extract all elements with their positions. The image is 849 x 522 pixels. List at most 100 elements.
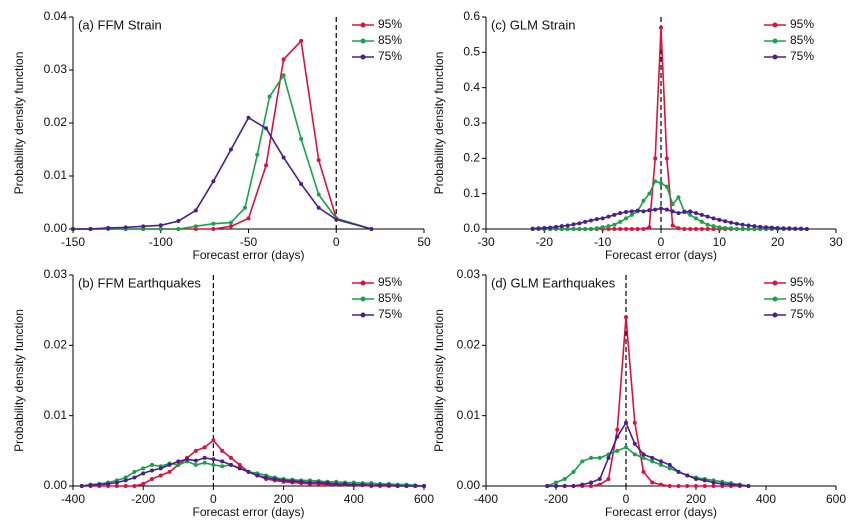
legend-marker [360, 280, 366, 286]
legend-marker [772, 38, 778, 44]
data-point [211, 179, 216, 184]
data-point [202, 460, 207, 465]
data-point [307, 480, 312, 485]
x-tick-label: 200 [274, 492, 294, 506]
data-point [641, 227, 646, 231]
data-point [720, 481, 725, 486]
y-axis-label: Probability density function [432, 52, 446, 195]
data-point [281, 57, 286, 62]
data-point [641, 469, 646, 474]
data-point [554, 224, 558, 229]
legend-marker [360, 38, 366, 44]
data-point [395, 484, 400, 488]
data-point [97, 482, 102, 487]
data-point [123, 475, 128, 480]
data-point [343, 481, 348, 486]
data-point [193, 458, 198, 463]
legend-marker [772, 22, 778, 28]
data-point [106, 225, 111, 230]
x-axis-label: Forecast error (days) [192, 505, 304, 519]
x-tick-label: -50 [240, 235, 258, 249]
data-point [702, 478, 707, 483]
data-point [141, 224, 146, 229]
data-point [571, 222, 576, 227]
data-point [647, 208, 652, 213]
data-point [167, 462, 172, 467]
data-point [589, 455, 593, 460]
data-point [334, 481, 339, 486]
data-point [246, 216, 251, 221]
data-point [562, 484, 567, 488]
data-point [729, 482, 733, 487]
y-tick-label: 0.0 [463, 221, 480, 235]
data-point [694, 211, 698, 216]
data-point [670, 223, 675, 228]
data-point [641, 455, 646, 460]
y-tick-label: 0.00 [457, 478, 481, 492]
data-point [583, 219, 588, 224]
data-point [641, 198, 646, 203]
data-point [255, 152, 260, 157]
y-tick-label: 0.5 [463, 45, 480, 59]
data-point [378, 483, 383, 488]
data-point [746, 484, 751, 488]
data-point [559, 224, 564, 229]
x-axis-label: Forecast error (days) [605, 505, 717, 519]
data-point [699, 227, 704, 231]
data-point [711, 216, 716, 221]
data-point [769, 225, 774, 230]
data-point [685, 484, 690, 488]
data-point [228, 147, 233, 152]
legend-label: 95% [378, 275, 402, 289]
data-point [577, 227, 582, 231]
x-tick-label: 600 [414, 492, 434, 506]
data-point [781, 226, 786, 231]
legend-label: 95% [790, 17, 814, 31]
data-point [804, 227, 809, 231]
data-point [114, 480, 119, 485]
data-point [667, 466, 672, 471]
data-point [615, 448, 620, 453]
data-point [246, 115, 251, 120]
data-point [688, 227, 693, 231]
data-point [193, 224, 198, 229]
panel: 0.00 0.01 0.02 0.03 0.04 -150 -100 -50 0 50 Foreca… [12, 9, 431, 262]
data-point [548, 225, 553, 230]
data-point [589, 484, 593, 488]
data-point [228, 455, 233, 460]
data-point [682, 210, 687, 215]
data-point [316, 480, 321, 485]
x-tick-label: 200 [686, 492, 706, 506]
data-point [281, 73, 286, 78]
data-point [659, 462, 663, 467]
legend-marker [360, 312, 366, 318]
series-line [73, 73, 372, 230]
data-point [290, 479, 295, 484]
x-tick-label: 0 [333, 235, 340, 249]
data-point [299, 136, 304, 141]
data-point [694, 484, 698, 488]
data-point [202, 455, 207, 460]
data-point [211, 462, 216, 467]
data-point [624, 227, 628, 231]
data-point [123, 478, 128, 483]
data-point [325, 481, 330, 486]
y-tick-label: 0.01 [44, 168, 68, 182]
y-tick-label: 0.1 [463, 186, 480, 200]
data-point [267, 94, 272, 99]
data-point [676, 195, 681, 200]
data-point [737, 483, 742, 488]
x-tick-label: -150 [61, 235, 85, 249]
data-point [729, 226, 733, 231]
data-point [589, 218, 593, 223]
series-line [81, 460, 425, 487]
legend-marker [360, 54, 366, 60]
y-tick-label: 0.03 [44, 267, 68, 281]
data-point [641, 452, 646, 457]
data-point [167, 469, 172, 474]
data-point [404, 484, 409, 488]
data-point [667, 462, 672, 467]
data-point [176, 219, 181, 224]
data-point [220, 459, 225, 464]
data-point [228, 462, 233, 467]
